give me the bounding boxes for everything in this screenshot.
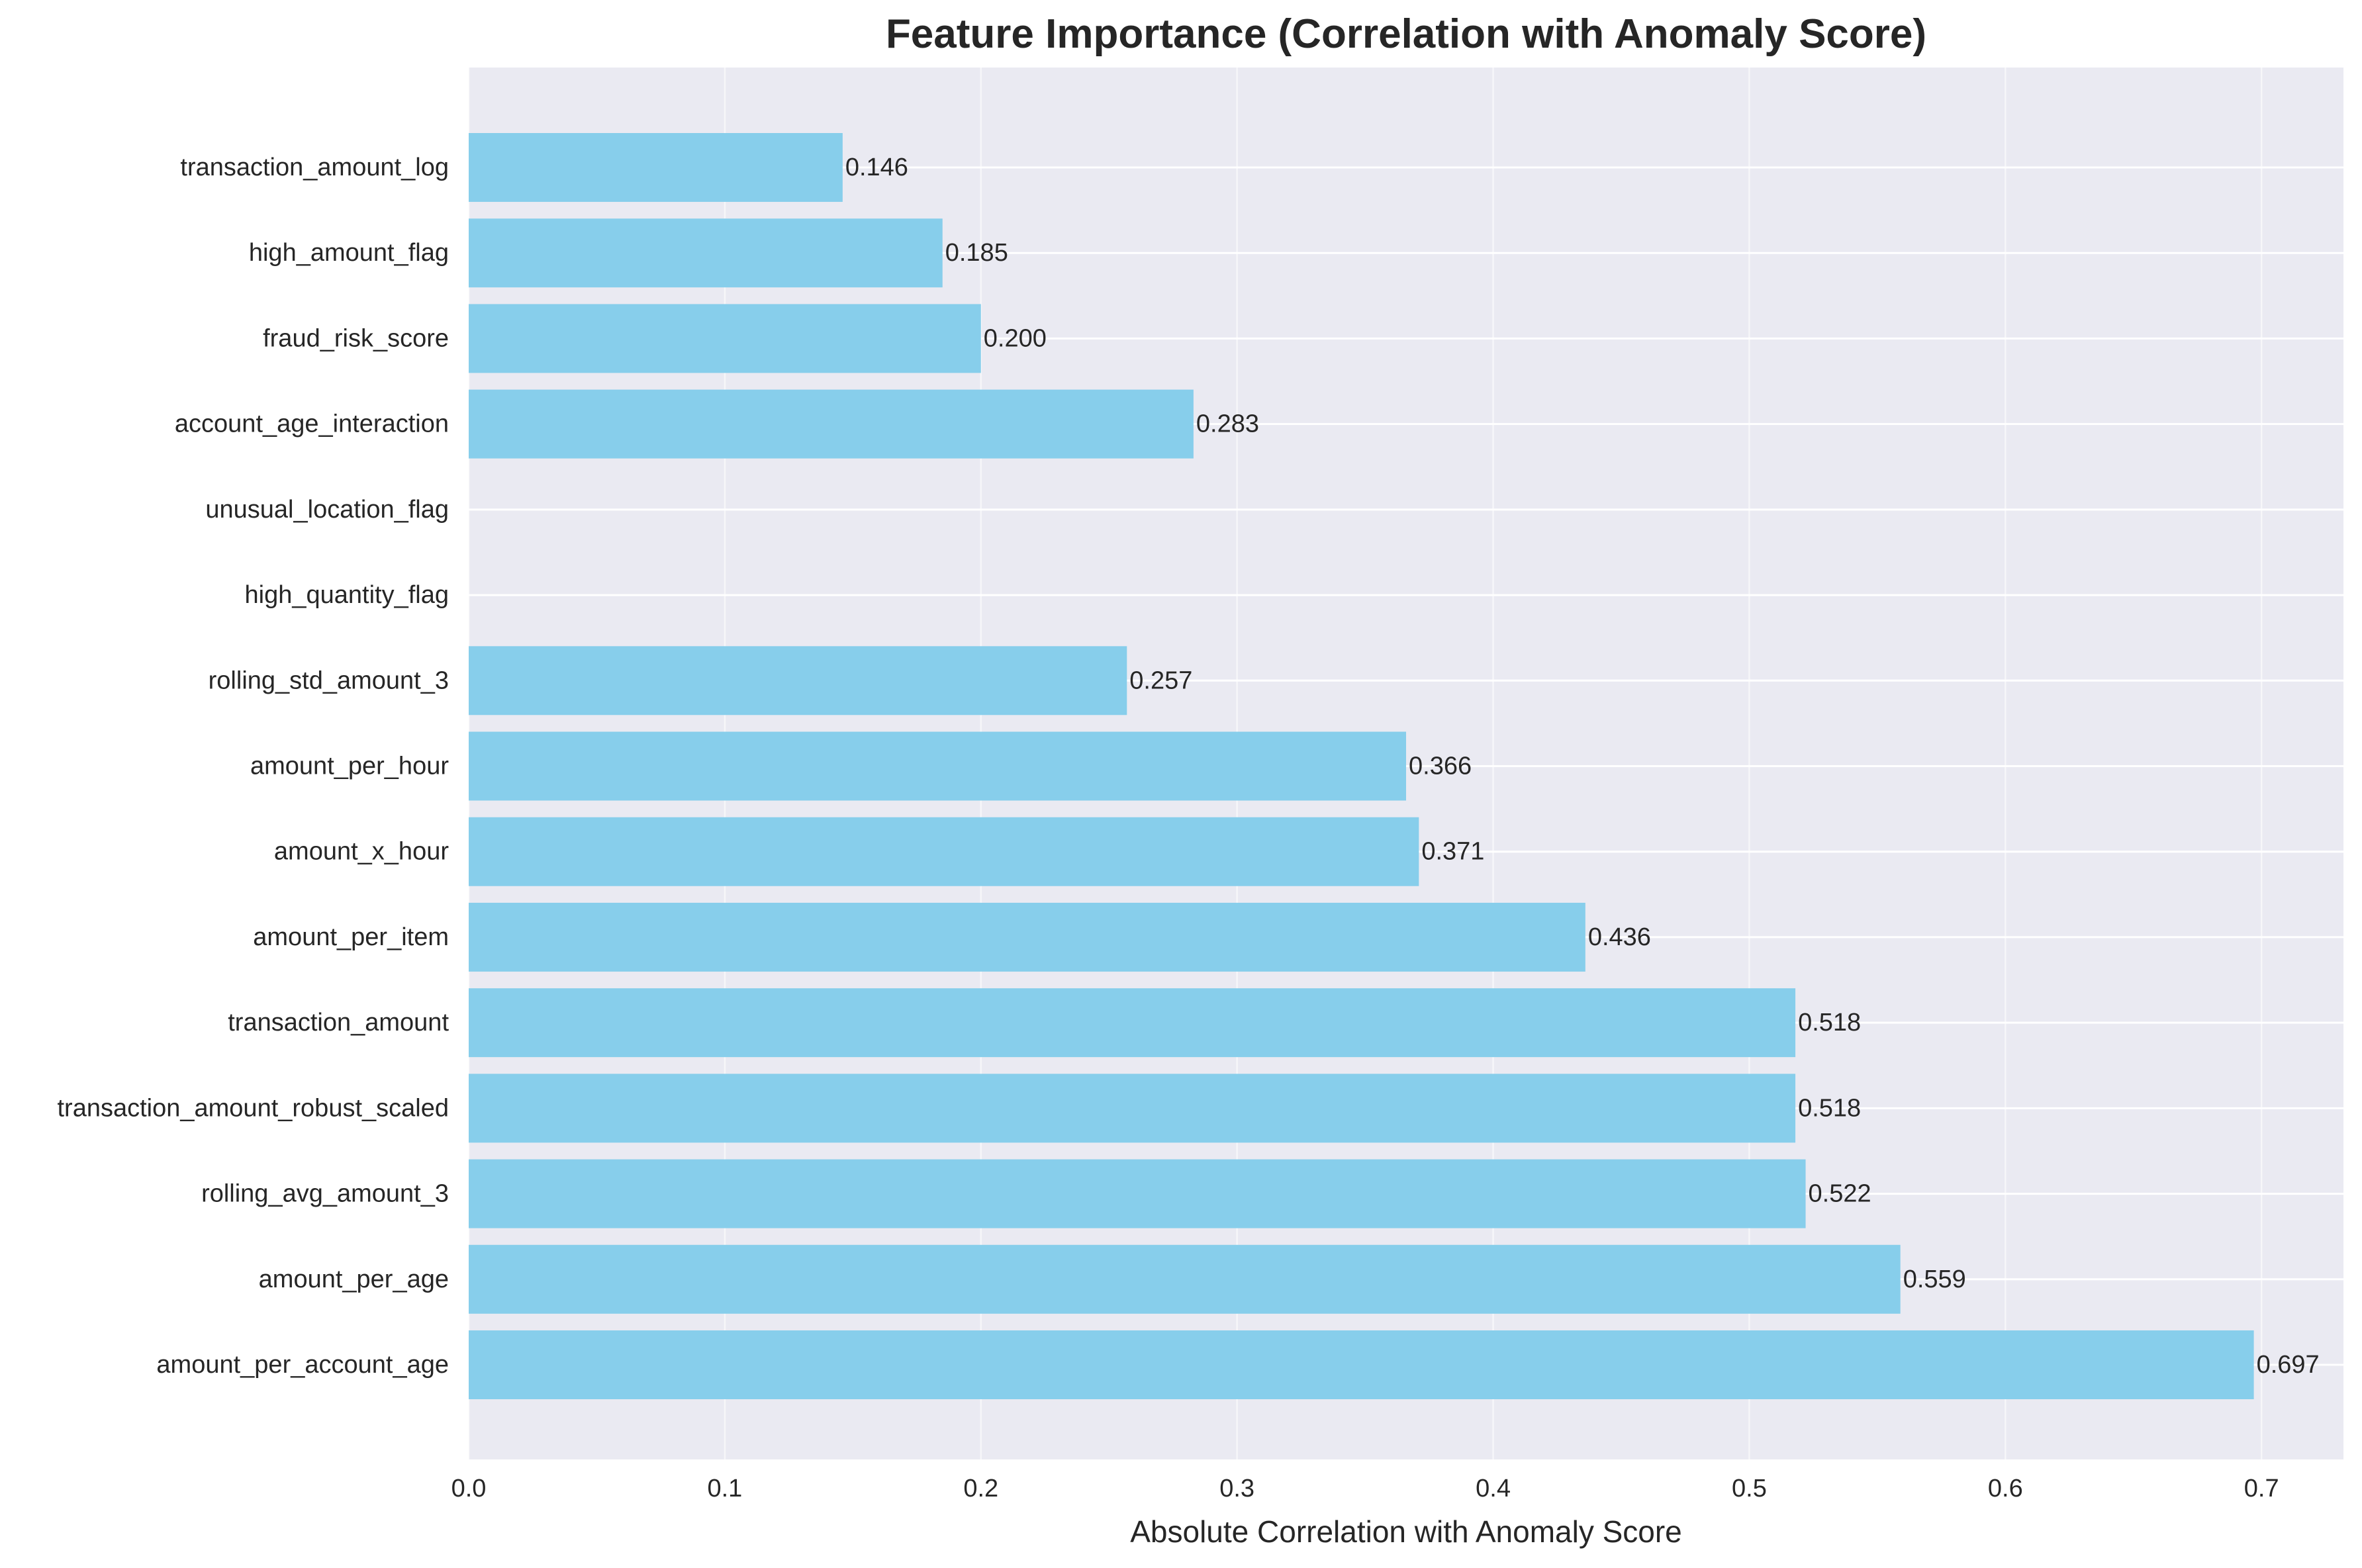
y-tick-label: transaction_amount_robust_scaled bbox=[58, 1094, 449, 1122]
x-tick-label: 0.1 bbox=[707, 1475, 742, 1502]
bar bbox=[469, 1330, 2254, 1399]
x-tick-label: 0.3 bbox=[1219, 1475, 1254, 1502]
value-label: 0.366 bbox=[1409, 753, 1472, 780]
bar bbox=[469, 646, 1127, 715]
y-tick-label: amount_per_hour bbox=[250, 753, 449, 780]
y-tick-label: high_quantity_flag bbox=[245, 581, 449, 609]
x-tick-labels: 0.0 0.1 0.2 0.3 0.4 0.5 0.6 0.7 bbox=[451, 1475, 2279, 1502]
value-label: 0.522 bbox=[1809, 1180, 1871, 1208]
bar bbox=[469, 988, 1796, 1058]
value-label: 0.518 bbox=[1798, 1009, 1861, 1037]
bar bbox=[469, 389, 1194, 459]
x-tick-label: 0.2 bbox=[963, 1475, 998, 1502]
value-label: 0.185 bbox=[945, 239, 1008, 267]
x-tick-label: 0.4 bbox=[1476, 1475, 1511, 1502]
bar bbox=[469, 133, 843, 202]
y-tick-label: transaction_amount_log bbox=[180, 154, 449, 181]
value-label: 0.283 bbox=[1196, 410, 1259, 438]
value-label: 0.559 bbox=[1903, 1266, 1966, 1293]
y-tick-label: rolling_avg_amount_3 bbox=[201, 1180, 449, 1208]
y-tick-label: amount_per_age bbox=[259, 1266, 449, 1293]
value-labels: 0.697 0.559 0.522 0.518 0.518 0.436 0.371 0.366… bbox=[845, 154, 2320, 1379]
x-tick-label: 0.6 bbox=[1988, 1475, 2023, 1502]
bar bbox=[469, 1074, 1796, 1143]
value-label: 0.697 bbox=[2257, 1351, 2320, 1379]
value-label: 0.200 bbox=[984, 324, 1047, 352]
x-tick-label: 0.0 bbox=[451, 1475, 487, 1502]
x-tick-label: 0.7 bbox=[2244, 1475, 2279, 1502]
y-tick-label: account_age_interaction bbox=[175, 410, 449, 438]
bar bbox=[469, 218, 943, 288]
bar bbox=[469, 902, 1585, 972]
value-label: 0.371 bbox=[1421, 838, 1484, 866]
y-tick-label: amount_x_hour bbox=[274, 838, 449, 866]
value-label: 0.257 bbox=[1129, 667, 1192, 694]
value-label: 0.146 bbox=[845, 154, 908, 181]
y-tick-labels: amount_per_account_age amount_per_age roll… bbox=[58, 154, 449, 1379]
bar bbox=[469, 731, 1406, 801]
chart-title: Feature Importance (Correlation with Ano… bbox=[886, 11, 1926, 57]
bars bbox=[469, 133, 2254, 1399]
y-tick-label: rolling_std_amount_3 bbox=[209, 667, 449, 694]
y-tick-label: unusual_location_flag bbox=[205, 496, 449, 524]
bar bbox=[469, 304, 981, 373]
y-tick-label: fraud_risk_score bbox=[263, 324, 449, 352]
bar bbox=[469, 1159, 1806, 1228]
bar bbox=[469, 817, 1419, 886]
value-label: 0.436 bbox=[1588, 923, 1651, 951]
y-tick-label: high_amount_flag bbox=[249, 239, 449, 267]
bar bbox=[469, 1244, 1901, 1314]
y-tick-label: transaction_amount bbox=[228, 1009, 449, 1037]
y-tick-label: amount_per_item bbox=[253, 923, 449, 951]
x-tick-label: 0.5 bbox=[1732, 1475, 1767, 1502]
y-tick-label: amount_per_account_age bbox=[156, 1351, 449, 1379]
value-label: 0.518 bbox=[1798, 1094, 1861, 1122]
x-axis-label: Absolute Correlation with Anomaly Score bbox=[1130, 1514, 1682, 1549]
